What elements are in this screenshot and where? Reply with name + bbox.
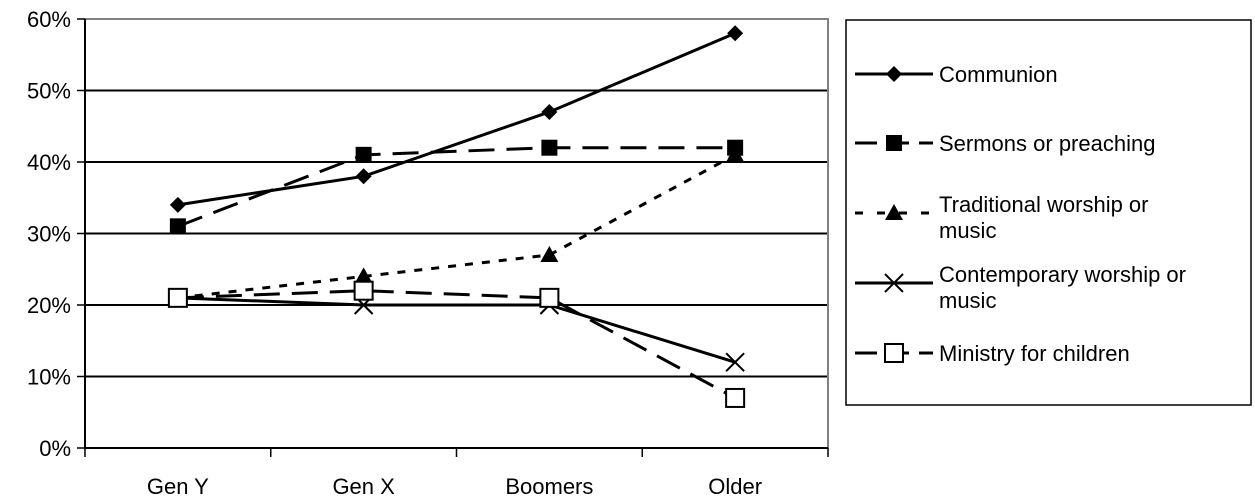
legend-marker — [885, 204, 903, 220]
data-point — [169, 218, 186, 235]
x-tick-label: Gen X — [332, 474, 395, 499]
legend-label: Ministry for children — [939, 341, 1130, 366]
legend-label: Sermons or preaching — [939, 131, 1155, 156]
data-point — [540, 245, 559, 262]
legend-marker — [886, 66, 902, 82]
series-communion — [169, 25, 744, 213]
data-point — [541, 103, 558, 120]
series-line — [177, 289, 736, 400]
data-point — [355, 146, 372, 163]
series-contemporary-worship-or-music — [168, 288, 745, 372]
legend: Communion Sermons or preaching Traditional… — [845, 19, 1252, 406]
legend-marker — [884, 343, 904, 363]
legend-label: Communion — [939, 62, 1058, 87]
data-point — [725, 387, 746, 408]
series-line — [177, 146, 736, 228]
series-ministry-for-children — [167, 280, 746, 408]
legend-marker — [886, 135, 902, 151]
y-tick-label: 40% — [27, 150, 71, 175]
x-tick-label: Older — [708, 474, 762, 499]
data-point — [354, 267, 373, 284]
y-tick-label: 30% — [27, 222, 71, 247]
legend-item: Ministry for children — [855, 341, 1130, 366]
data-point — [353, 280, 374, 301]
legend-marker — [884, 273, 904, 293]
legend-label: Contemporary worship or — [939, 262, 1186, 287]
y-tick-label: 60% — [27, 7, 71, 32]
data-point — [167, 287, 188, 308]
data-point — [727, 25, 744, 42]
legend-label: Traditional worship or — [939, 192, 1149, 217]
grid-lines — [85, 18, 828, 378]
series-line — [177, 31, 736, 207]
series-group — [167, 25, 746, 408]
y-tick-label: 20% — [27, 293, 71, 318]
legend-item: Sermons or preaching — [855, 131, 1155, 156]
data-point — [169, 196, 186, 213]
series-line — [177, 153, 736, 300]
series-sermons-or-preaching — [169, 139, 744, 235]
data-point — [726, 145, 745, 162]
data-point — [541, 139, 558, 156]
data-point — [355, 168, 372, 185]
series-line — [177, 296, 736, 364]
data-point — [725, 352, 745, 372]
x-tick-label: Boomers — [505, 474, 593, 499]
series-traditional-worship-or-music — [168, 145, 745, 305]
x-tick-label: Gen Y — [147, 474, 209, 499]
legend-label: music — [939, 288, 996, 313]
legend-box — [845, 19, 1252, 406]
y-tick-label: 0% — [39, 436, 71, 461]
legend-label: music — [939, 218, 996, 243]
data-point — [539, 287, 560, 308]
y-tick-label: 50% — [27, 79, 71, 104]
axes: 0% 10% 20% 30% 40% 50% 60% Gen Y Gen X Boomers Old… — [27, 7, 829, 499]
y-tick-label: 10% — [27, 365, 71, 390]
legend-item: Communion — [855, 62, 1058, 87]
